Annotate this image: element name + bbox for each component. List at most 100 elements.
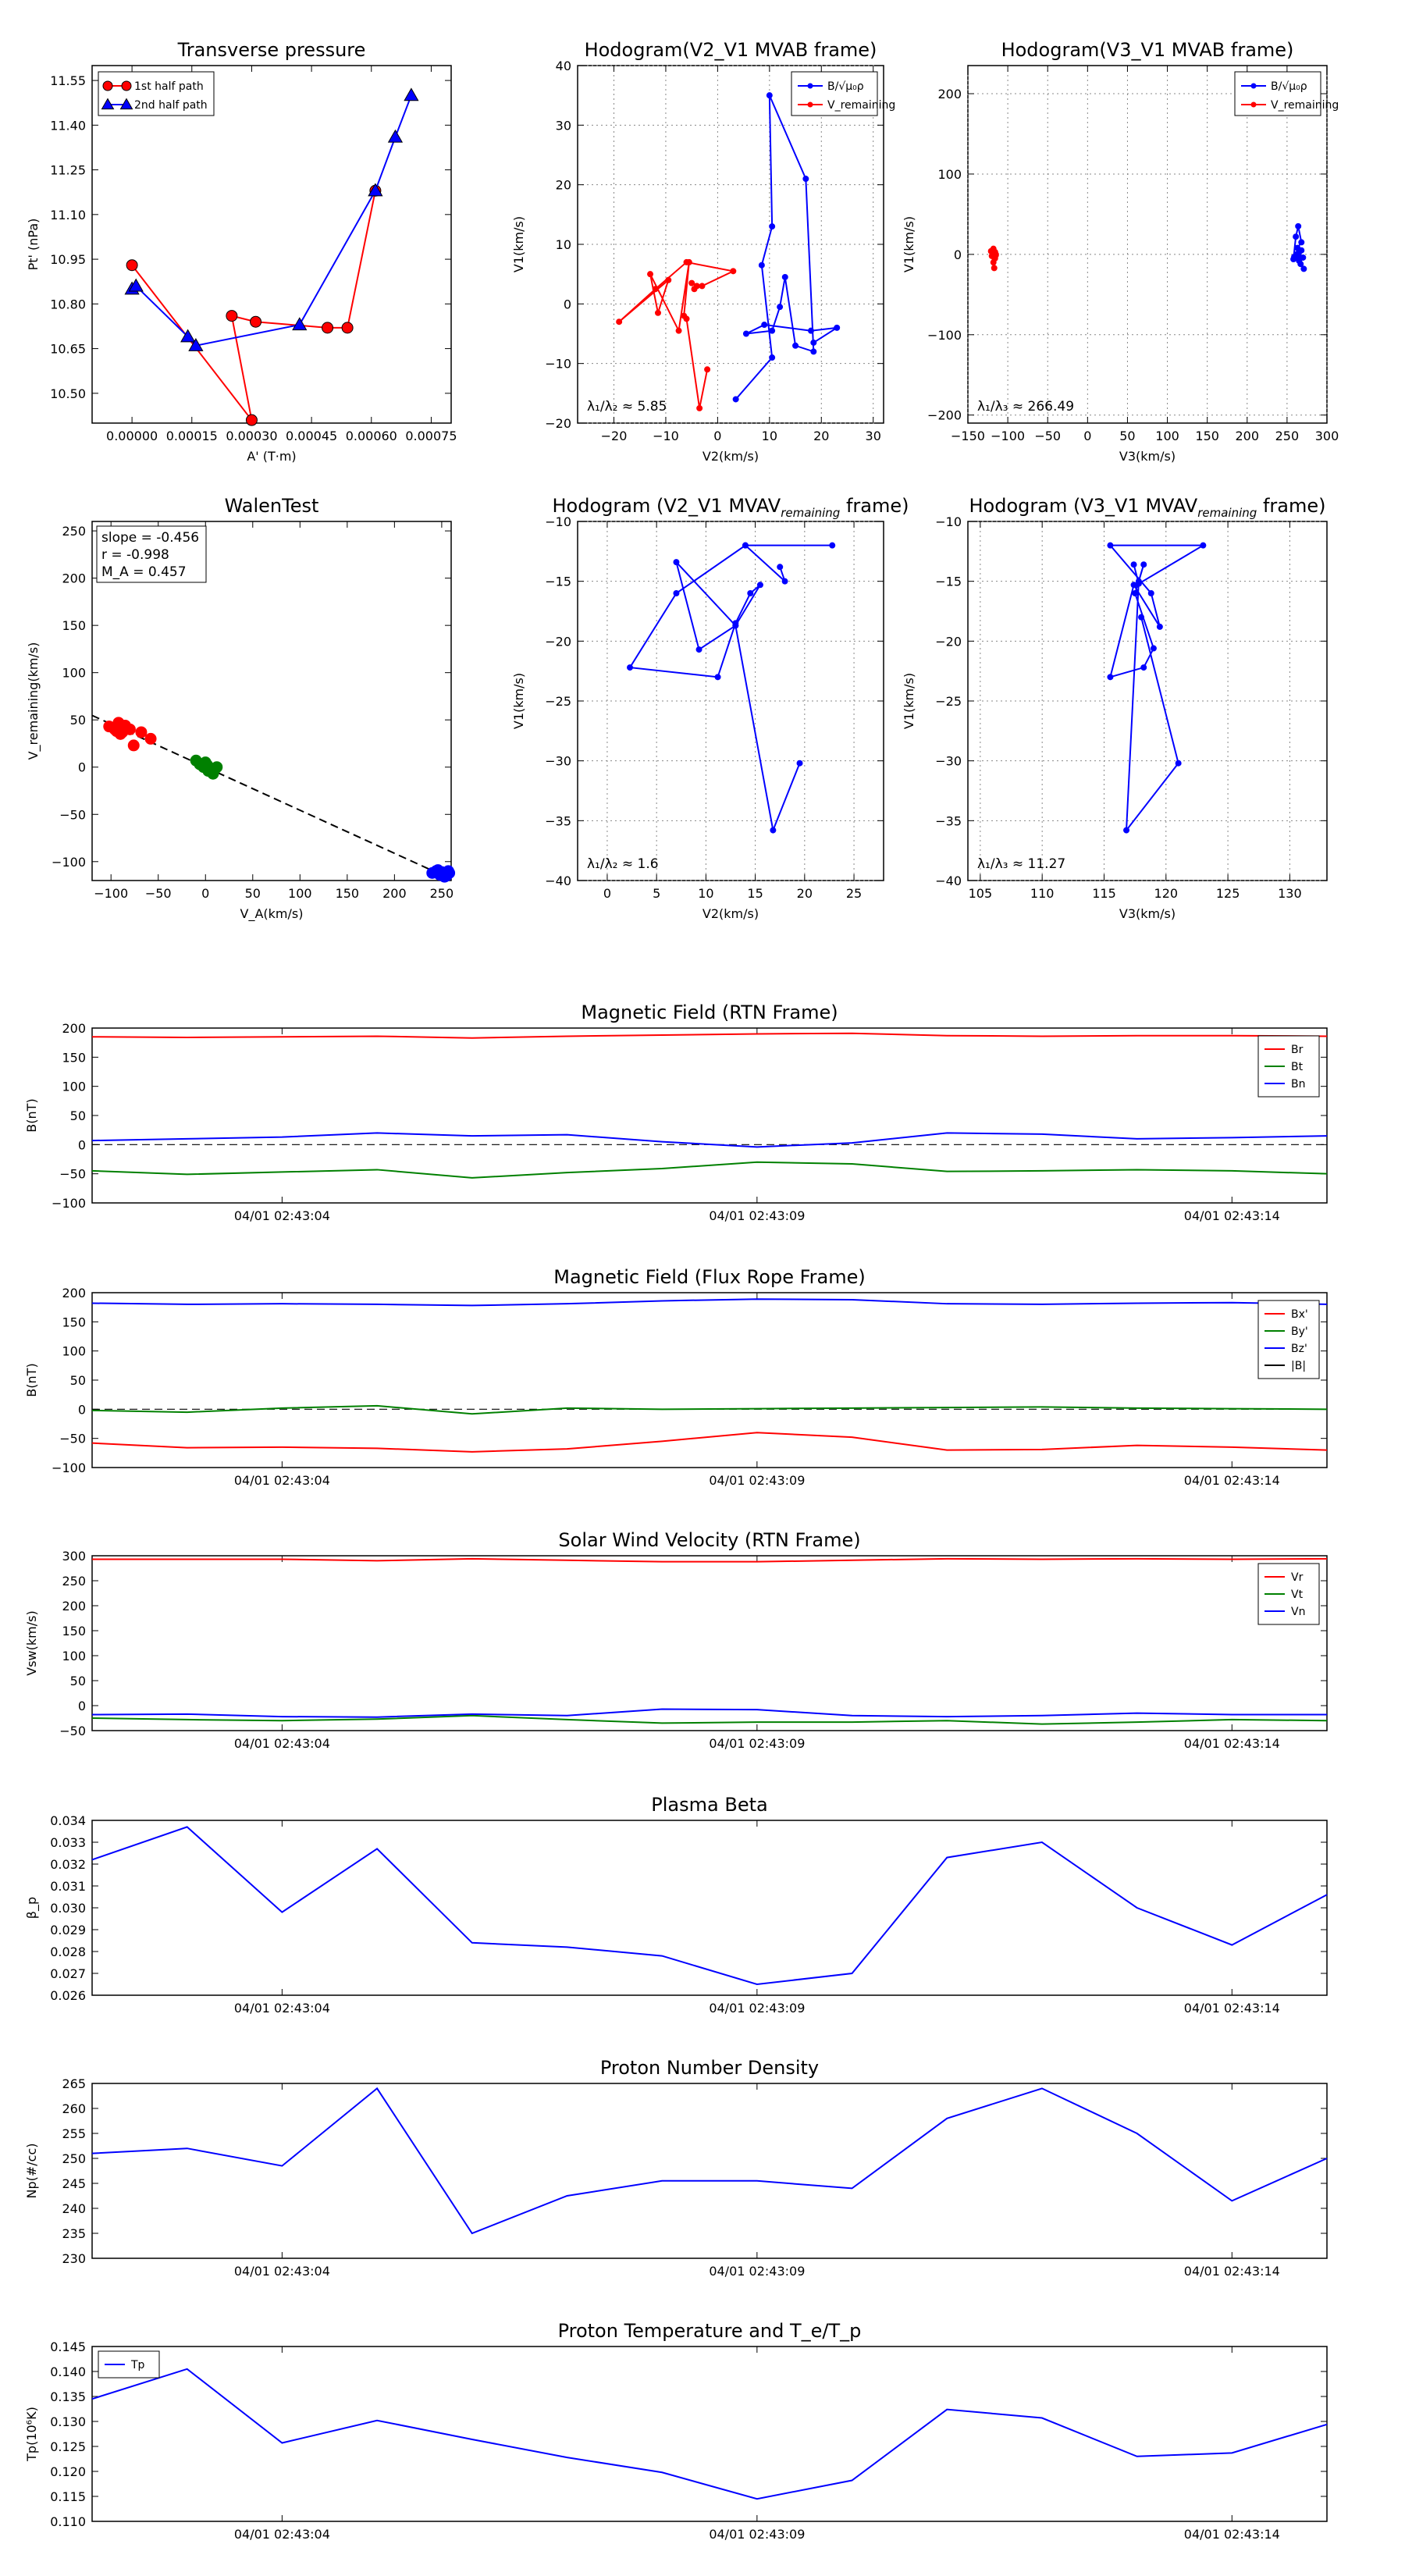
h4-ylabel: V1(km/s) — [902, 673, 916, 729]
ts_vel-series-Vn — [92, 1709, 1327, 1717]
ts_flux-series-By' — [92, 1406, 1327, 1414]
ts_np-ytick-label: 265 — [62, 2076, 86, 2091]
ts_vel-legend-label: Vt — [1291, 1589, 1304, 1601]
h2-xtick-label: 50 — [1119, 429, 1135, 443]
tp-legend-label: 1st half path — [134, 80, 204, 93]
h1-annotation: λ₁/λ₂ ≈ 5.85 — [587, 399, 667, 415]
h1-point — [692, 286, 697, 292]
walen-xtick-label: −50 — [145, 886, 172, 901]
walen-ytick-label: 50 — [70, 713, 86, 728]
walen-ylabel: V_remaining(km/s) — [26, 642, 41, 760]
h4-ytick-label: −30 — [935, 754, 962, 769]
h2-xtick-label: −150 — [951, 429, 985, 443]
ts_vel-title: Solar Wind Velocity (RTN Frame) — [558, 1529, 860, 1551]
h1-point — [666, 277, 671, 283]
h3-point — [782, 578, 788, 584]
h4-point — [1141, 665, 1147, 671]
walen-ytick-label: −50 — [59, 807, 86, 822]
h1-point — [770, 328, 775, 333]
h2-legend-marker — [1251, 102, 1257, 108]
walen-ytick-label: 250 — [62, 524, 86, 539]
ts_flux-ylabel: B(nT) — [24, 1363, 39, 1397]
h1-point — [743, 331, 749, 336]
h4-point — [1141, 562, 1147, 568]
ts_np-ytick-label: 255 — [62, 2126, 86, 2141]
tp-title: Transverse pressure — [177, 39, 366, 61]
ts_mag-legend-label: Bt — [1291, 1061, 1304, 1073]
h4-xlabel: V3(km/s) — [1119, 906, 1176, 921]
h3-point — [674, 560, 679, 565]
h4-ytick-label: −40 — [935, 873, 962, 888]
tp-point — [322, 322, 333, 333]
h1-point — [762, 322, 767, 328]
h4-xtick-label: 130 — [1278, 886, 1302, 901]
h1-point — [777, 304, 783, 310]
h1-point — [617, 319, 622, 325]
tp-legend-label: 2nd half path — [134, 99, 208, 112]
walen-ytick-label: 0 — [78, 760, 86, 775]
h1-point — [733, 397, 738, 402]
walen-xtick-label: 150 — [336, 886, 360, 901]
walen-point — [203, 766, 214, 777]
tp-ytick-label: 10.95 — [50, 252, 86, 267]
walen-point — [136, 727, 147, 738]
h2-xtick-label: 300 — [1315, 429, 1339, 443]
walen-point — [128, 740, 139, 751]
ts_tp-title: Proton Temperature and T_e/T_p — [558, 2320, 862, 2342]
tp-xtick-label: 0.00030 — [226, 429, 277, 443]
h4-title: Hodogram (V3_V1 MVAVremaining frame) — [969, 495, 1326, 520]
h1-point — [803, 176, 809, 182]
h3-point — [715, 674, 720, 680]
h3-ytick-label: −30 — [545, 754, 571, 769]
walen-xtick-label: 0 — [201, 886, 209, 901]
ts_vel-xtick-label: 04/01 02:43:04 — [234, 1736, 330, 1751]
tp-xtick-label: 0.00045 — [286, 429, 337, 443]
h1-point — [689, 280, 695, 286]
tp-xtick-label: 0.00060 — [346, 429, 397, 443]
h2-xtick-label: 250 — [1275, 429, 1300, 443]
h1-point — [759, 262, 764, 268]
h4-point — [1136, 578, 1141, 584]
ts_tp-xtick-label: 04/01 02:43:14 — [1184, 2527, 1280, 2542]
h2-ytick-label: 100 — [937, 167, 962, 182]
h3-annotation: λ₁/λ₂ ≈ 1.6 — [587, 856, 659, 872]
h3-point — [696, 647, 702, 653]
ts_beta-ytick-label: 0.028 — [50, 1944, 86, 1959]
walen-xtick-label: 50 — [245, 886, 261, 901]
h1-ytick-label: 20 — [556, 178, 571, 193]
h1-series-line-V_remaining — [619, 262, 733, 408]
tp-xlabel: A' (T·m) — [247, 449, 296, 464]
h1-point — [770, 224, 775, 229]
h4-xtick-label: 105 — [969, 886, 993, 901]
h3-point — [757, 582, 763, 588]
h1-point — [793, 343, 799, 348]
ts_vel-series-Vr — [92, 1559, 1327, 1562]
h3-xtick-label: 5 — [653, 886, 660, 901]
h2-point — [1295, 253, 1300, 258]
h3-point — [674, 591, 679, 596]
ts_np-xtick-label: 04/01 02:43:14 — [1184, 2264, 1280, 2279]
ts_beta-xtick-label: 04/01 02:43:04 — [234, 2001, 330, 2016]
ts_np-title: Proton Number Density — [600, 2057, 819, 2079]
ts_flux-series-Bx' — [92, 1432, 1327, 1452]
ts_flux-ytick-label: 200 — [62, 1286, 86, 1300]
tp-point — [389, 130, 403, 142]
ts_flux-ytick-label: 50 — [70, 1373, 86, 1388]
h2-xtick-label: 200 — [1236, 429, 1260, 443]
ts_tp-ytick-label: 0.115 — [50, 2489, 86, 2504]
h4-ytick-label: −10 — [935, 514, 962, 529]
h1-point — [676, 328, 681, 333]
ts_mag-xtick-label: 04/01 02:43:04 — [234, 1208, 330, 1223]
ts_flux-xtick-label: 04/01 02:43:04 — [234, 1473, 330, 1488]
h4-annotation: λ₁/λ₃ ≈ 11.27 — [977, 856, 1065, 872]
h2-ytick-label: −100 — [927, 328, 962, 343]
ts_tp-chart: Proton Temperature and T_e/T_pTp(10⁶K)0.… — [24, 2320, 1327, 2542]
ts_vel-xtick-label: 04/01 02:43:09 — [709, 1736, 805, 1751]
walen-xlabel: V_A(km/s) — [240, 906, 304, 922]
h3-point — [777, 564, 783, 570]
ts_tp-xtick-label: 04/01 02:43:09 — [709, 2527, 805, 2542]
h1-point — [681, 313, 687, 318]
h1-ytick-label: 0 — [564, 297, 571, 311]
ts_mag-chart: Magnetic Field (RTN Frame)B(nT)−100−5005… — [24, 1002, 1327, 1223]
ts_np-ytick-label: 240 — [62, 2201, 86, 2216]
